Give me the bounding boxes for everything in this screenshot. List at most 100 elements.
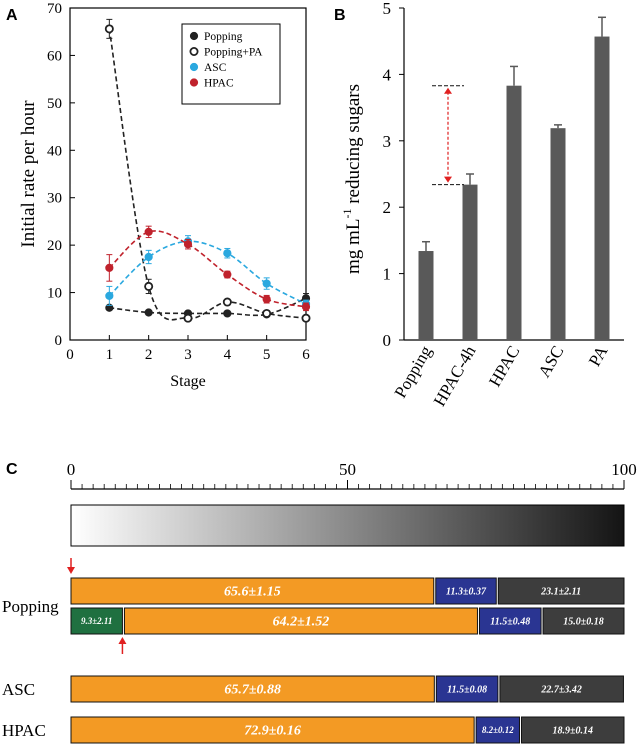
data-point-popping-pa [104, 24, 114, 34]
scale-tick-label: 100 [611, 460, 637, 479]
x-tick-label-a: 5 [263, 347, 271, 363]
segment-label: 65.6±1.15 [224, 585, 281, 600]
bar [462, 184, 478, 340]
series-line-hpac [108, 230, 307, 308]
legend-label: Popping [204, 31, 243, 43]
data-point-popping [144, 308, 153, 317]
data-point-asc [262, 279, 271, 288]
marker-arrowhead-down [67, 567, 75, 574]
data-point-hpac [223, 270, 232, 279]
y-axis-title-b: mg mL-1 reducing sugars [340, 84, 364, 274]
x-tick-label-b: Popping [391, 342, 436, 401]
data-point-popping-pa [301, 313, 311, 323]
stacked-segment [497, 577, 625, 605]
bar [594, 36, 610, 340]
stacked-segment [475, 716, 520, 744]
legend-label: HPAC [204, 78, 234, 90]
x-tick-label-a: 6 [302, 347, 310, 363]
row-label: HPAC [2, 721, 46, 740]
panel-a: A 0 10 20 30 40 50 60 70 0 1 2 3 4 5 6 Stage Initial rate… [6, 1, 311, 390]
stacked-segment [435, 675, 499, 703]
data-point-popping [223, 309, 232, 318]
panel-label-a: A [6, 7, 18, 24]
legend-marker [189, 62, 199, 72]
segment-label: 11.5±0.48 [490, 616, 530, 627]
segment-label: 11.5±0.08 [447, 684, 487, 695]
segment-label: 23.1±2.11 [540, 586, 581, 597]
data-point-hpac [144, 227, 153, 236]
scale-gradient-bar [70, 504, 625, 547]
y-tick-label-a: 0 [55, 333, 63, 349]
x-tick-label-b: HPAC [485, 343, 523, 390]
stacked-segment [70, 716, 475, 744]
annotation-arrowhead-down [444, 176, 452, 183]
stacked-segment [520, 716, 625, 744]
scale-tick-label: 50 [339, 460, 356, 479]
bar [506, 85, 522, 340]
segment-label: 11.3±0.37 [446, 586, 487, 597]
segment-label: 65.7±0.88 [224, 683, 281, 698]
data-point-hpac [301, 302, 311, 311]
x-tick-label-b: PA [585, 342, 612, 370]
y-axis-title-part: mg mL [343, 219, 364, 274]
data-point-asc [223, 249, 232, 258]
x-tick-label-a: 4 [224, 347, 232, 363]
segment-label: 15.0±0.18 [563, 616, 604, 627]
data-point-hpac [105, 263, 114, 273]
y-tick-label-b: 4 [383, 65, 392, 84]
bar [418, 251, 434, 340]
y-tick-label-b: 1 [383, 265, 392, 284]
y-tick-label-b: 5 [383, 0, 392, 18]
x-tick-label-a: 1 [106, 347, 114, 363]
y-axis-title-part: reducing sugars [343, 84, 364, 209]
legend-frame [181, 23, 281, 105]
scale-tick-label: 0 [67, 460, 76, 479]
y-tick-label-a: 30 [47, 191, 62, 207]
panel-label-b: B [334, 7, 346, 24]
stacked-segment [70, 577, 435, 605]
x-tick-label-b: HPAC-4h [430, 342, 480, 409]
data-point-popping-pa [262, 308, 272, 318]
legend-label: Popping+PA [204, 47, 263, 59]
row-label: ASC [2, 680, 35, 699]
row-label: Popping [2, 597, 59, 616]
data-point-popping-pa [222, 297, 232, 307]
stacked-segment [70, 607, 123, 635]
segment-label: 22.7±3.42 [540, 684, 582, 695]
data-point-popping-pa [183, 313, 193, 323]
bar [550, 128, 566, 340]
y-tick-label-a: 10 [47, 286, 62, 302]
x-tick-label-a: 0 [66, 347, 74, 363]
series-line-asc [108, 240, 307, 305]
y-tick-label-a: 20 [47, 238, 62, 254]
legend-marker [189, 78, 199, 87]
segment-label: 72.9±0.16 [244, 724, 301, 739]
annotation-arrowhead-up [444, 87, 452, 94]
y-axis-title-superscript: -1 [340, 209, 354, 219]
marker-arrowhead-up [118, 637, 127, 644]
y-tick-label-a: 70 [47, 1, 62, 17]
stacked-segment [435, 577, 497, 605]
panel-label-c: C [6, 461, 18, 478]
y-axis-title-a: Initial rate per hour [18, 100, 39, 248]
y-tick-label-b: 0 [383, 331, 392, 350]
x-tick-label-b: ASC [534, 343, 567, 381]
data-point-hpac [183, 240, 193, 249]
segment-label: 64.2±1.52 [273, 615, 330, 630]
panel-c: C 0 50 100 Popping 65.6±1.15 11.3±0.37 23.1±2.1… [2, 460, 637, 744]
data-point-hpac [262, 295, 271, 304]
legend-label: ASC [204, 62, 227, 74]
segment-label: 18.9±0.14 [552, 725, 593, 736]
legend-marker [189, 31, 199, 41]
y-tick-label-b: 2 [383, 198, 392, 217]
y-tick-label-a: 60 [47, 48, 62, 64]
data-point-popping-pa [144, 281, 154, 291]
legend-a: Popping Popping+PA ASC HPAC [181, 23, 281, 105]
y-tick-label-a: 50 [47, 96, 62, 112]
series-line-popping [109, 297, 307, 317]
stacked-segment [499, 675, 624, 703]
data-point-asc [105, 291, 114, 300]
stacked-segment [542, 607, 625, 635]
